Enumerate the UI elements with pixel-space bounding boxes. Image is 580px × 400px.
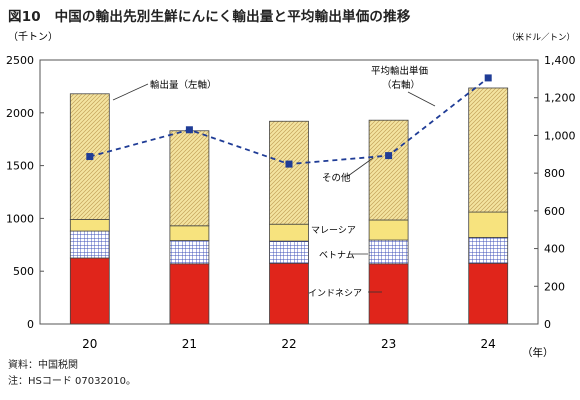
price-point <box>86 153 94 161</box>
volume-annotation: 輸出量（左軸） <box>150 79 217 91</box>
price-point <box>484 74 492 82</box>
left-tick-label: 0 <box>27 318 34 331</box>
price-annotation-line2: （右軸） <box>382 79 420 91</box>
right-axis-unit-label: （米ドル／トン） <box>507 32 575 43</box>
price-annotation-line1: 平均輸出単価 <box>371 65 429 77</box>
hs-code-note: 注：HSコード 07032010。 <box>8 376 136 387</box>
bar-segment-4 <box>468 87 509 213</box>
bar-segment-3 <box>368 219 409 241</box>
right-axis-ticks: 0 200 400 600 800 1,000 1,200 1,400 <box>534 54 576 331</box>
bar-segment-3 <box>69 219 110 232</box>
bar-segment-3 <box>169 225 210 241</box>
right-tick-label: 1,000 <box>544 129 576 142</box>
price-point <box>285 160 293 168</box>
x-tick-label: 20 <box>82 337 97 351</box>
bar-segment-2 <box>69 230 110 259</box>
left-tick-label: 1000 <box>6 212 34 225</box>
malaysia-annotation: マレーシア <box>311 226 356 236</box>
bar-segment-2 <box>468 237 509 264</box>
right-tick-label: 600 <box>544 205 565 218</box>
right-tick-label: 1,200 <box>544 92 576 105</box>
bar-segment-2 <box>368 239 409 265</box>
footnotes: 資料：中国税関 注：HSコード 07032010。 <box>8 358 136 390</box>
bar-segment-3 <box>468 211 509 238</box>
left-axis-unit-label: （千トン） <box>8 31 58 43</box>
bar-segment-1 <box>169 263 210 325</box>
bar-segment-1 <box>468 262 509 325</box>
vietnam-annotation: ベトナム <box>319 250 355 261</box>
bar-segment-1 <box>368 263 409 325</box>
x-axis-label: （年） <box>522 346 554 359</box>
bar-segment-4 <box>368 119 409 221</box>
price-point <box>385 152 393 160</box>
right-tick-label: 200 <box>544 280 565 293</box>
right-tick-label: 800 <box>544 167 565 180</box>
price-line-series <box>86 74 492 168</box>
right-tick-label: 1,400 <box>544 54 576 67</box>
x-tick-label: 22 <box>281 337 296 351</box>
bar-segment-1 <box>269 262 309 325</box>
left-tick-label: 1500 <box>6 160 34 173</box>
x-tick-label: 23 <box>381 337 396 351</box>
indonesia-annotation: インドネシア <box>308 288 362 299</box>
bar-segment-1 <box>69 257 110 325</box>
other-annotation: その他 <box>322 172 351 184</box>
left-tick-label: 2500 <box>6 54 34 67</box>
right-tick-label: 0 <box>544 318 551 331</box>
price-point <box>185 126 193 134</box>
chart-title: 図10 中国の輸出先別生鮮にんにく輸出量と平均輸出単価の推移 <box>8 9 411 25</box>
stacked-bars <box>69 87 509 325</box>
left-tick-label: 500 <box>13 265 34 278</box>
bar-segment-3 <box>269 223 309 242</box>
annotations: 輸出量（左軸） 平均輸出単価 （右軸） その他 マレーシア ベトナム インドネシ… <box>112 65 436 299</box>
right-tick-label: 400 <box>544 243 565 256</box>
bar-segment-4 <box>169 130 210 227</box>
left-tick-label: 2000 <box>6 107 34 120</box>
other-annotation-leader <box>347 157 374 177</box>
bar-segment-4 <box>269 120 309 225</box>
volume-annotation-leader <box>112 83 149 101</box>
x-tick-label: 21 <box>182 337 197 351</box>
bar-segment-2 <box>169 240 210 265</box>
left-axis-ticks: 0 500 1000 1500 2000 2500 <box>6 54 44 331</box>
x-tick-label: 24 <box>481 337 496 351</box>
x-axis-ticks: 20 21 22 23 24 <box>82 337 496 351</box>
bar-segment-2 <box>269 240 309 264</box>
price-annotation-leader <box>407 91 436 107</box>
source-note: 資料：中国税関 <box>8 360 78 371</box>
